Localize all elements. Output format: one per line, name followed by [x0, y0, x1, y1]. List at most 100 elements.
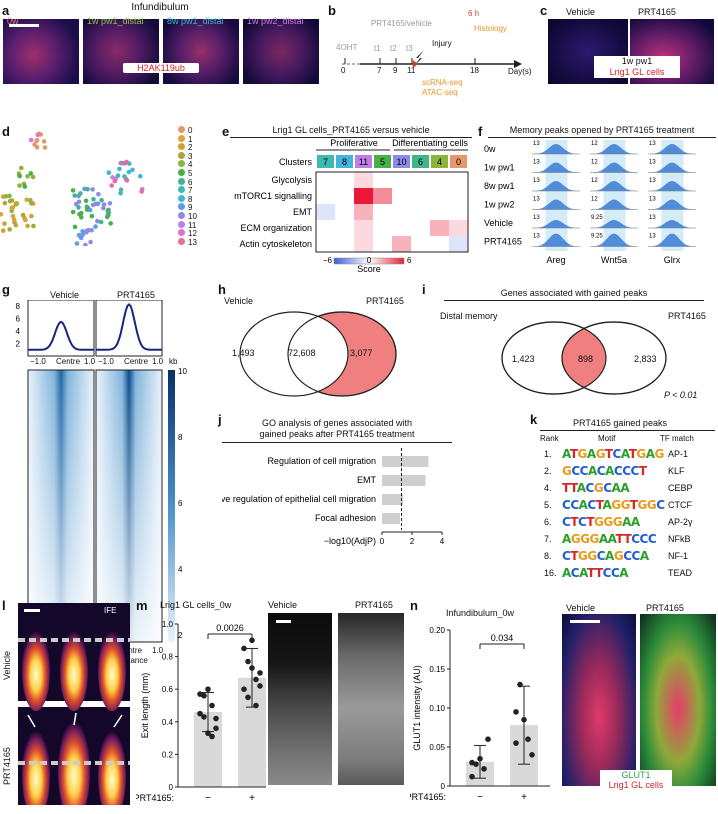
timeline-diagram [342, 50, 522, 68]
data-point [513, 709, 519, 715]
motif-base: T [623, 532, 632, 546]
clusters-header: Clusters [279, 157, 313, 167]
umap-point [42, 145, 48, 150]
data-point [253, 702, 259, 709]
y-tick-label: 0.10 [429, 704, 445, 713]
data-point [521, 716, 527, 723]
n-bar-chart: 0.20 0.15 0.10 0.05 0 GLUT1 intensity (AU) − +0… [410, 626, 550, 803]
umap-point [122, 161, 127, 166]
motif-base: A [598, 532, 608, 546]
track-peak [590, 220, 638, 228]
motif-base: T [569, 447, 578, 461]
x-axis-label: −log10(AdjP) [324, 536, 376, 546]
cluster-label: 8 [342, 157, 347, 167]
track-peak [590, 144, 638, 154]
h-only-right: 3,077 [350, 348, 373, 358]
motif-base: T [570, 549, 578, 563]
umap-point [70, 188, 76, 193]
motif-base: G [612, 515, 623, 529]
row-label: EMT [293, 207, 313, 217]
legend-label: 11 [188, 220, 197, 230]
motif-tf: CEBP [668, 483, 693, 493]
legend-label: 9 [188, 203, 193, 213]
motif-base: A [620, 481, 630, 495]
legend-dot [178, 126, 185, 133]
umap-point [78, 191, 83, 196]
umap-point [115, 173, 121, 178]
umap-point [74, 241, 80, 246]
legend-label: 5 [188, 169, 193, 178]
data-point [469, 773, 475, 780]
motif-base: T [594, 566, 603, 580]
motif-base: G [587, 549, 597, 563]
motif-table: 1. ATGAGTCATGAG AP-1 2. GCCACACCCT KLF 4. TTACG… [540, 446, 718, 582]
y-tick-label: 0.2 [162, 750, 174, 759]
track-peak [532, 181, 580, 191]
y-tick-label: 0 [169, 783, 174, 792]
motif-rank: 1. [544, 449, 552, 459]
umap-point [83, 242, 88, 246]
legend-label: 3 [188, 151, 193, 161]
motif-base: G [589, 532, 600, 546]
motif-logo: GCCACACCCT [562, 463, 647, 479]
motif-base: C [596, 549, 606, 563]
umap-point [35, 132, 41, 138]
heatmap-cell [354, 220, 373, 236]
motif-logo: TTACGCAA [562, 480, 630, 496]
umap-point [95, 218, 100, 224]
motif-logo: ACATTCCA [562, 565, 629, 581]
y-tick-label: 0 [441, 782, 446, 791]
y-tick: 6 [16, 315, 21, 324]
umap-point [0, 212, 4, 217]
legend-dot [178, 203, 185, 211]
umap-point [83, 198, 89, 204]
data-point [513, 740, 519, 746]
motif-base: G [594, 515, 604, 529]
data-point [257, 683, 263, 689]
track-row-label: 1w pw2 [484, 200, 515, 210]
track-scale: 13 [533, 160, 540, 166]
motif-base: T [604, 447, 613, 461]
l-ife: IFE [104, 606, 117, 615]
micrograph-1w-pw1 [83, 19, 159, 84]
track-row-label: 1w pw1 [484, 163, 515, 173]
t3-label: t3 [406, 44, 413, 53]
data-point [249, 637, 255, 644]
motif-tf: AP-2γ [668, 517, 693, 527]
motif-base: G [654, 447, 665, 461]
motif-base: T [586, 566, 595, 580]
h-left: Vehicle [224, 296, 254, 306]
umap-point [80, 229, 85, 234]
profile-frame [95, 300, 163, 357]
k-h-tf: TF match [660, 434, 694, 443]
motif-row: 5. CCACTAGGTGGC CTCF [540, 497, 718, 513]
umap-point [9, 198, 15, 203]
legend-label: 7 [188, 186, 193, 196]
panel-letter-m: m [136, 598, 148, 613]
legend-label: 12 [188, 229, 197, 239]
cluster-label: 6 [418, 157, 423, 167]
track-peak [648, 199, 696, 210]
legend-dot [178, 220, 185, 228]
motif-base: C [647, 532, 657, 546]
umap-point [89, 213, 95, 219]
stain-label: H2AK119ub [123, 63, 199, 73]
days-label: Day(s) [508, 67, 532, 76]
motif-rank: 7. [544, 534, 552, 544]
gene-label: Glrx [664, 255, 681, 265]
motif-base: G [603, 515, 613, 529]
h-right: PRT4165 [366, 296, 404, 306]
motif-base: T [615, 532, 624, 546]
motif-base: T [562, 481, 570, 495]
motif-base: C [612, 447, 622, 461]
k-title: PRT4165 gained peaks [573, 418, 667, 428]
track-scale: 13 [649, 178, 656, 184]
legend-item-13: 13 [178, 237, 197, 247]
g-kb: kb [169, 357, 178, 366]
legend-item-2: 2 [178, 143, 192, 152]
umap-point [93, 201, 99, 207]
scrna-label: scRNA-seq [422, 78, 463, 87]
label-0w: 0w [7, 16, 19, 26]
motif-base: G [570, 532, 581, 546]
t1-label: t1 [374, 44, 381, 53]
